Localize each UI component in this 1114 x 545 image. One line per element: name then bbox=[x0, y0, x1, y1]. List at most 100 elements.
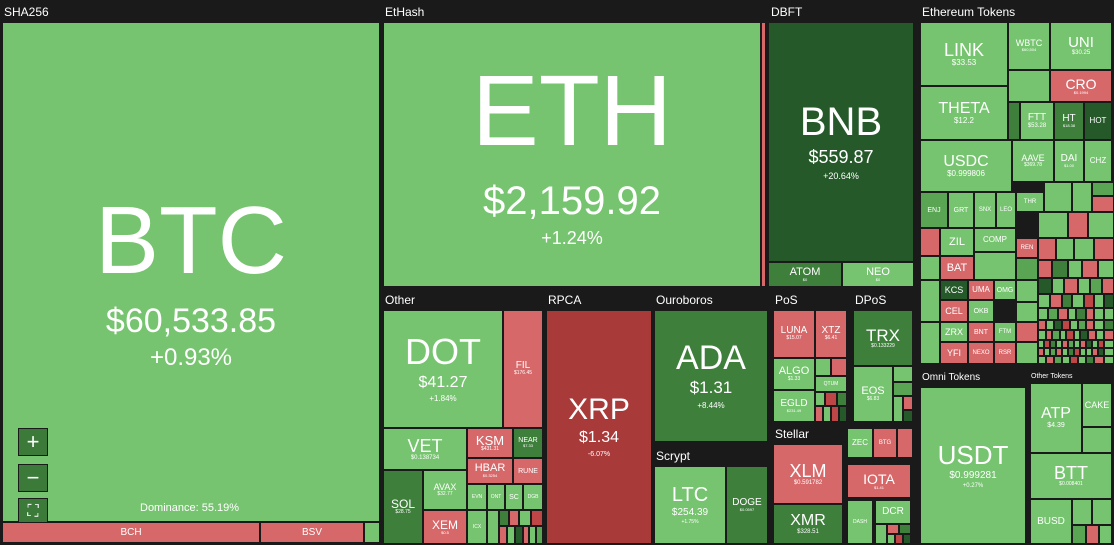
tile-bnt[interactable]: BNT bbox=[968, 322, 994, 342]
mini-tile[interactable] bbox=[1086, 340, 1092, 348]
mini-tile[interactable] bbox=[1094, 320, 1104, 330]
mini-tile[interactable] bbox=[1050, 340, 1056, 348]
tile-usdc[interactable]: USDC $0.999806 bbox=[920, 140, 1012, 192]
mini-tile[interactable] bbox=[1060, 330, 1066, 340]
mini-tile[interactable] bbox=[1052, 260, 1068, 278]
mini-tile[interactable] bbox=[1070, 356, 1078, 364]
mini-tile[interactable] bbox=[509, 510, 519, 526]
tile-usdt[interactable]: USDT $0.999281 +0.27% bbox=[920, 387, 1026, 544]
tile-atom[interactable]: ATOM $0 bbox=[768, 262, 842, 287]
mini-tile[interactable] bbox=[1068, 260, 1082, 278]
tile-btt[interactable]: BTT $0.008401 bbox=[1030, 453, 1112, 499]
mini-tile[interactable] bbox=[1090, 278, 1102, 294]
mini-tile[interactable] bbox=[893, 366, 913, 382]
mini-tile[interactable] bbox=[1062, 348, 1068, 356]
tile-fil[interactable]: FIL $176.45 bbox=[503, 310, 543, 428]
tile-ftm[interactable]: FTM bbox=[994, 322, 1016, 342]
mini-tile[interactable] bbox=[1068, 348, 1074, 356]
mini-tile[interactable] bbox=[1094, 356, 1104, 364]
mini-tile[interactable] bbox=[1046, 330, 1052, 340]
tile-cel[interactable]: CEL bbox=[940, 300, 968, 322]
mini-tile[interactable] bbox=[1038, 340, 1044, 348]
mini-tile[interactable] bbox=[1092, 499, 1112, 525]
tile-iota[interactable]: IOTA $1.41 bbox=[847, 464, 911, 498]
mini-tile[interactable] bbox=[899, 524, 911, 534]
tile-algo[interactable]: ALGO $1.33 bbox=[773, 358, 815, 390]
tile-small[interactable] bbox=[1082, 427, 1112, 453]
tile-hbar[interactable]: HBAR $0.3254 bbox=[467, 458, 513, 484]
mini-tile[interactable] bbox=[1068, 212, 1088, 238]
mini-tile[interactable] bbox=[837, 392, 847, 406]
tile-hot[interactable]: HOT bbox=[1084, 102, 1112, 140]
mini-tile[interactable] bbox=[1078, 278, 1090, 294]
mini-tile[interactable] bbox=[1104, 348, 1114, 356]
tile-ksm[interactable]: KSM $431.31 bbox=[467, 428, 513, 458]
mini-tile[interactable] bbox=[1052, 330, 1060, 340]
mini-tile[interactable] bbox=[1050, 348, 1056, 356]
mini-tile[interactable] bbox=[1086, 356, 1094, 364]
tile-small[interactable] bbox=[897, 428, 913, 458]
mini-tile[interactable] bbox=[1062, 356, 1070, 364]
tile-xlm[interactable]: XLM $0.591782 bbox=[773, 444, 843, 504]
tile-zrx[interactable]: ZRX bbox=[940, 322, 968, 342]
mini-tile[interactable] bbox=[887, 524, 899, 534]
tile-rune[interactable]: RUNE bbox=[513, 458, 543, 484]
tile-busd[interactable]: BUSD bbox=[1030, 499, 1072, 544]
mini-tile[interactable] bbox=[1080, 340, 1086, 348]
mini-tile[interactable] bbox=[815, 406, 823, 422]
mini-tile[interactable] bbox=[1098, 260, 1114, 278]
mini-tile[interactable] bbox=[1104, 356, 1114, 364]
mini-tile[interactable] bbox=[1038, 348, 1044, 356]
mini-tile[interactable] bbox=[1016, 280, 1038, 302]
mini-tile[interactable] bbox=[1062, 320, 1070, 330]
mini-tile[interactable] bbox=[1072, 182, 1092, 212]
mini-tile[interactable] bbox=[1056, 238, 1074, 260]
mini-tile[interactable] bbox=[1098, 340, 1104, 348]
mini-tile[interactable] bbox=[1038, 356, 1046, 364]
mini-tile[interactable] bbox=[875, 524, 887, 544]
mini-tile[interactable] bbox=[487, 510, 499, 544]
tile-small[interactable] bbox=[761, 22, 766, 287]
mini-tile[interactable] bbox=[1098, 348, 1104, 356]
mini-tile[interactable] bbox=[1044, 182, 1072, 212]
mini-tile[interactable] bbox=[831, 358, 847, 376]
mini-tile[interactable] bbox=[823, 406, 831, 422]
mini-tile[interactable] bbox=[1104, 320, 1114, 330]
tile-vet[interactable]: VET $0.138734 bbox=[383, 428, 467, 470]
tile-small[interactable] bbox=[920, 280, 940, 322]
mini-tile[interactable] bbox=[1016, 322, 1038, 342]
tile-ltc[interactable]: LTC $254.39 +1.75% bbox=[654, 466, 726, 544]
tile-xrp[interactable]: XRP $1.34 -6.07% bbox=[546, 310, 652, 544]
mini-tile[interactable] bbox=[1080, 348, 1086, 356]
mini-tile[interactable] bbox=[825, 392, 837, 406]
tile-comp[interactable]: COMP bbox=[974, 228, 1016, 252]
mini-tile[interactable] bbox=[1094, 294, 1104, 308]
mini-tile[interactable] bbox=[1072, 525, 1086, 544]
tile-dai[interactable]: DAI $1.00 bbox=[1054, 140, 1084, 182]
tile-grt[interactable]: GRT bbox=[948, 192, 974, 228]
tile-btc[interactable]: BTC $60,533.85 +0.93% bbox=[2, 22, 380, 522]
mini-tile[interactable] bbox=[1086, 320, 1094, 330]
tile-btg[interactable]: BTG bbox=[873, 428, 897, 458]
mini-tile[interactable] bbox=[1038, 330, 1046, 340]
tile-small[interactable] bbox=[364, 522, 380, 543]
tile-dgb[interactable]: DGB bbox=[523, 484, 543, 510]
mini-tile[interactable] bbox=[523, 526, 529, 544]
tile-ont[interactable]: ONT bbox=[487, 484, 505, 510]
mini-tile[interactable] bbox=[1074, 340, 1080, 348]
tile-small[interactable] bbox=[1008, 102, 1020, 140]
tile-neo[interactable]: NEO $0 bbox=[842, 262, 914, 287]
mini-tile[interactable] bbox=[531, 510, 543, 526]
tile-chz[interactable]: CHZ bbox=[1084, 140, 1112, 182]
mini-tile[interactable] bbox=[839, 406, 847, 422]
mini-tile[interactable] bbox=[536, 526, 543, 544]
tile-zec[interactable]: ZEC bbox=[847, 428, 873, 458]
tile-leo[interactable]: LEO bbox=[996, 192, 1016, 228]
mini-tile[interactable] bbox=[815, 358, 831, 376]
mini-tile[interactable] bbox=[1086, 348, 1092, 356]
mini-tile[interactable] bbox=[887, 534, 895, 544]
tile-bch[interactable]: BCH bbox=[2, 522, 260, 543]
mini-tile[interactable] bbox=[903, 534, 911, 544]
mini-tile[interactable] bbox=[499, 526, 507, 544]
mini-tile[interactable] bbox=[1016, 302, 1038, 322]
